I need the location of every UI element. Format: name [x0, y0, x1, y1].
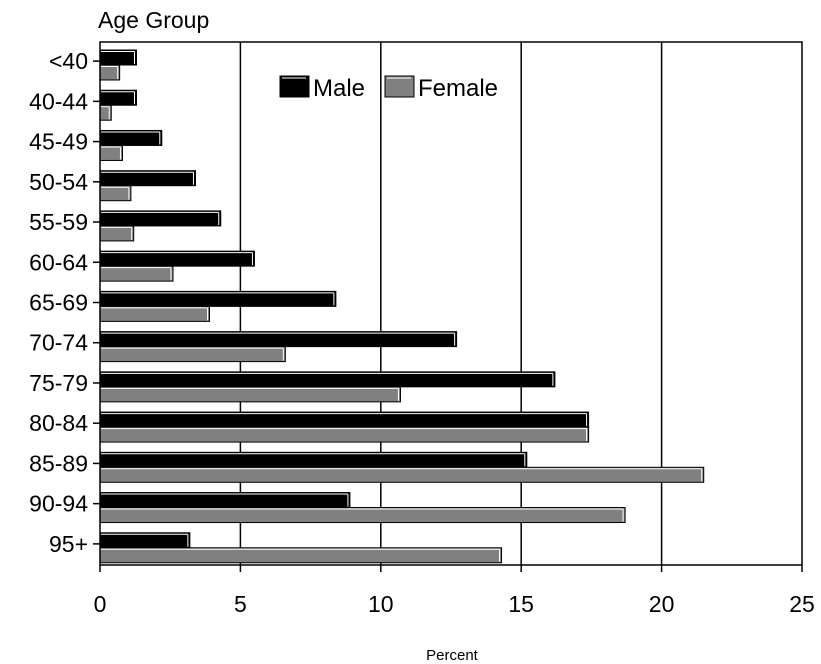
bar-female: [99, 426, 590, 443]
bar-male: [99, 290, 337, 307]
x-tick-label: 25: [789, 591, 815, 617]
y-tick-label: <40: [49, 48, 88, 74]
legend-swatch-male: [279, 75, 310, 98]
legend-swatch-female: [384, 75, 415, 98]
bar-female: [99, 386, 401, 403]
bar-male: [99, 411, 590, 428]
bar-male: [99, 210, 222, 227]
x-tick-label: 10: [368, 591, 394, 617]
y-tick-label: 60-64: [29, 249, 88, 275]
bar-male: [99, 371, 556, 388]
plot-frame: [99, 41, 803, 566]
x-tick-label: 15: [508, 591, 534, 617]
y-tick-label: 95+: [49, 531, 88, 557]
bar-female: [99, 547, 503, 564]
bar-male: [99, 89, 138, 106]
y-tick-label: 70-74: [29, 330, 88, 356]
x-tick-label: 0: [94, 591, 107, 617]
y-tick-label: 90-94: [29, 491, 88, 517]
y-tick-label: 55-59: [29, 209, 88, 235]
chart-title: Age Group: [98, 7, 209, 33]
bar-female: [99, 346, 286, 363]
bars: [99, 49, 705, 564]
x-tick-label: 20: [649, 591, 675, 617]
bar-male: [99, 170, 196, 187]
bar-male: [99, 492, 351, 509]
x-axis-label: Percent: [426, 647, 479, 664]
legend-label-male: Male: [313, 75, 365, 102]
bar-male: [99, 451, 528, 468]
bar-female: [99, 466, 705, 483]
bar-male: [99, 129, 163, 146]
bar-female: [99, 64, 121, 81]
y-tick-label: 50-54: [29, 169, 88, 195]
y-tick-label: 80-84: [29, 410, 88, 436]
y-tick-label: 40-44: [29, 88, 88, 114]
bar-female: [99, 185, 132, 202]
bar-female: [99, 265, 174, 282]
legend: Male Female: [279, 75, 498, 102]
y-tick-label: 85-89: [29, 450, 88, 476]
y-tick-label: 75-79: [29, 370, 88, 396]
bar-male: [99, 49, 138, 66]
bar-male: [99, 250, 255, 267]
y-tick-label: 65-69: [29, 290, 88, 316]
bar-female: [99, 144, 123, 161]
bar-female: [99, 225, 135, 242]
bar-female: [99, 305, 211, 322]
legend-label-female: Female: [418, 75, 498, 102]
x-ticks: 0 5 10 15 20 25: [94, 565, 815, 617]
y-ticks: <40 40-44 45-49 50-54 55-59 60-64 65-69 70-74 75…: [29, 48, 100, 557]
y-tick-label: 45-49: [29, 129, 88, 155]
bar-male: [99, 532, 191, 549]
x-tick-label: 5: [234, 591, 247, 617]
bar-female: [99, 507, 626, 524]
bar-male: [99, 331, 458, 348]
